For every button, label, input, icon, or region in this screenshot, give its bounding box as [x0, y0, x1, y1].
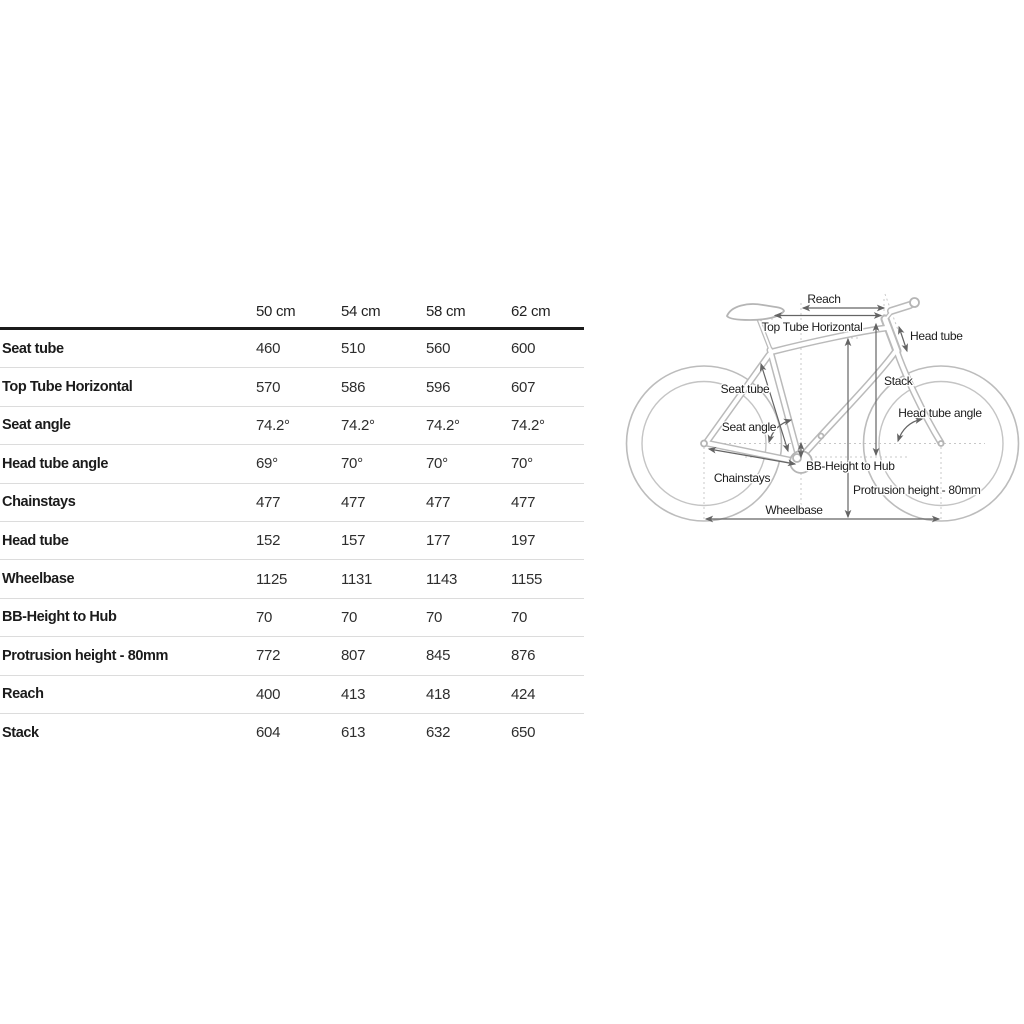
measurement-arrows	[704, 304, 941, 523]
head-tube-label: Head tube	[910, 329, 963, 343]
cell-value: 157	[341, 532, 366, 550]
cell-value: 772	[256, 647, 281, 665]
seat-angle-arc	[767, 418, 793, 444]
stack-label: Stack	[884, 374, 914, 388]
cell-value: 604	[256, 724, 281, 742]
row-label: Reach	[2, 686, 44, 703]
cell-value: 607	[511, 378, 536, 396]
cell-value: 418	[426, 685, 451, 703]
cell-value: 70	[511, 608, 528, 626]
diagram-labels: Reach Top Tube Horizontal Head tube Stac…	[713, 291, 984, 519]
row-label: Head tube angle	[2, 455, 108, 472]
cell-value: 477	[341, 493, 366, 511]
cell-value: 477	[256, 493, 281, 511]
cell-value: 807	[341, 647, 366, 665]
frame-bolt	[817, 432, 825, 440]
cell-value: 413	[341, 685, 366, 703]
bb-height-label: BB-Height to Hub	[806, 459, 895, 473]
table-row: Seat angle 74.2° 74.2° 74.2° 74.2°	[0, 407, 584, 446]
cell-value: 424	[511, 685, 536, 703]
table-row: Top Tube Horizontal 570 586 596 607	[0, 368, 584, 407]
row-label: Seat tube	[2, 340, 64, 357]
cell-value: 70	[426, 608, 443, 626]
header-size-54: 54 cm	[341, 302, 381, 320]
cell-value: 152	[256, 532, 281, 550]
cell-value: 460	[256, 340, 281, 358]
cell-value: 1143	[426, 570, 458, 588]
row-label: Stack	[2, 724, 39, 741]
cell-value: 477	[426, 493, 451, 511]
chainstays-label: Chainstays	[714, 471, 771, 485]
head-tube-angle-arc	[897, 417, 924, 443]
header-size-62: 62 cm	[511, 302, 551, 320]
table-row: Head tube 152 157 177 197	[0, 522, 584, 561]
cell-value: 1125	[256, 570, 288, 588]
cell-value: 845	[426, 647, 451, 665]
bike-geometry-diagram: Reach Top Tube Horizontal Head tube Stac…	[625, 291, 1020, 523]
cell-value: 69°	[256, 455, 278, 473]
table-row: Head tube angle 69° 70° 70° 70°	[0, 445, 584, 484]
cell-value: 477	[511, 493, 536, 511]
cell-value: 510	[341, 340, 366, 358]
table-row: Seat tube 460 510 560 600	[0, 330, 584, 369]
head-tube-arrow	[898, 325, 908, 353]
cell-value: 70°	[341, 455, 363, 473]
table-header-row: 50 cm 54 cm 58 cm 62 cm	[0, 295, 584, 330]
cell-value: 876	[511, 647, 536, 665]
cell-value: 586	[341, 378, 366, 396]
cell-value: 560	[426, 340, 451, 358]
cell-value: 600	[511, 340, 536, 358]
bottom-bracket	[792, 453, 802, 463]
head-tube-angle-label: Head tube angle	[898, 406, 982, 420]
rear-hub	[700, 439, 708, 448]
wheelbase-label: Wheelbase	[765, 503, 823, 517]
cell-value: 596	[426, 378, 451, 396]
cell-value: 74.2°	[256, 416, 290, 434]
cell-value: 632	[426, 724, 451, 742]
saddle	[725, 303, 785, 321]
cell-value: 70°	[511, 455, 533, 473]
seat-tube-label: Seat tube	[721, 382, 770, 396]
row-label: Wheelbase	[2, 571, 75, 588]
geometry-table: 50 cm 54 cm 58 cm 62 cm Seat tube 460 51…	[0, 295, 584, 751]
cell-value: 74.2°	[511, 416, 545, 434]
table-row: Protrusion height - 80mm 772 807 845 876	[0, 637, 584, 676]
handlebar-grip	[909, 297, 920, 308]
row-label: BB-Height to Hub	[2, 609, 117, 626]
header-size-58: 58 cm	[426, 302, 466, 320]
cell-value: 197	[511, 532, 536, 550]
cell-value: 1155	[511, 570, 543, 588]
cell-value: 650	[511, 724, 536, 742]
cell-value: 70°	[426, 455, 448, 473]
front-hub	[937, 440, 945, 447]
cell-value: 1131	[341, 570, 373, 588]
reach-label: Reach	[807, 292, 840, 306]
cell-value: 400	[256, 685, 281, 703]
cell-value: 70	[341, 608, 358, 626]
header-size-50: 50 cm	[256, 302, 296, 320]
cell-value: 74.2°	[426, 416, 460, 434]
cell-value: 613	[341, 724, 366, 742]
protrusion-height-label: Protrusion height - 80mm	[853, 483, 981, 497]
row-label: Protrusion height - 80mm	[2, 647, 169, 664]
table-row: Wheelbase 1125 1131 1143 1155	[0, 560, 584, 599]
cell-value: 177	[426, 532, 451, 550]
row-label: Chainstays	[2, 494, 76, 511]
cell-value: 74.2°	[341, 416, 375, 434]
row-label: Head tube	[2, 532, 69, 549]
cell-value: 570	[256, 378, 281, 396]
top-tube-horizontal-label: Top Tube Horizontal	[761, 320, 862, 334]
cell-value: 70	[256, 608, 273, 626]
seat-angle-label: Seat angle	[722, 420, 777, 434]
table-row: Stack 604 613 632 650	[0, 714, 584, 751]
table-row: Reach 400 413 418 424	[0, 676, 584, 714]
row-label: Seat angle	[2, 417, 71, 434]
table-row: BB-Height to Hub 70 70 70 70	[0, 599, 584, 638]
chainstays-arrow	[707, 446, 797, 467]
row-label: Top Tube Horizontal	[2, 379, 133, 396]
table-row: Chainstays 477 477 477 477	[0, 484, 584, 522]
